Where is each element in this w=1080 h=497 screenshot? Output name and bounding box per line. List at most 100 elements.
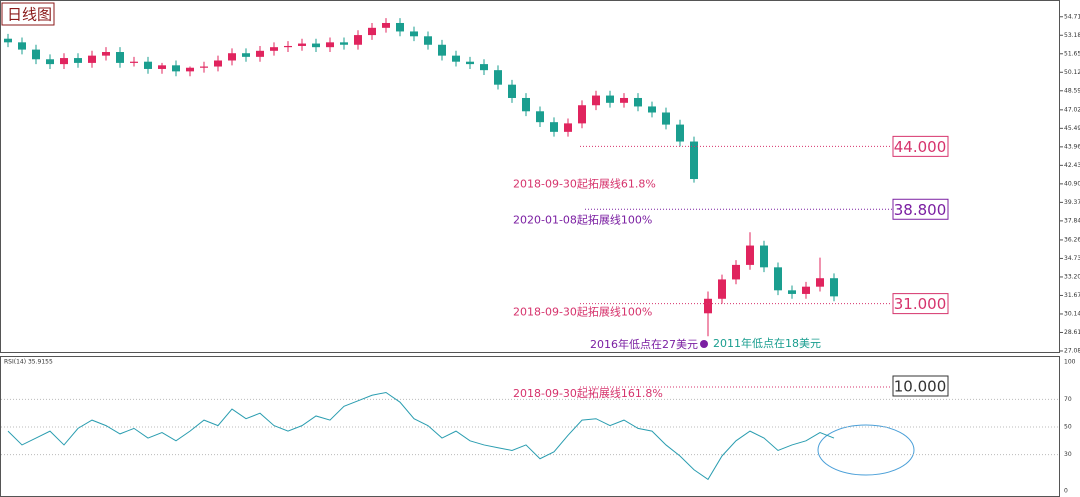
candle-body (648, 106, 656, 113)
level-label: 38.800 (894, 201, 947, 219)
candle-body (228, 53, 236, 61)
y-tick-label: 37.840 (1064, 217, 1080, 224)
y-tick-label: 33.205 (1064, 273, 1080, 280)
candle-body (760, 245, 768, 268)
candle-body (312, 43, 320, 48)
candle-body (718, 279, 726, 299)
y-tick-label: 54.715 (1064, 13, 1080, 20)
y-tick-label: 51.655 (1064, 50, 1080, 57)
candle-body (88, 55, 96, 63)
rsi-note-text: 2018-09-30起拓展线161.8% (513, 386, 663, 400)
rsi-note-box (892, 375, 949, 397)
y-tick-label: 48.595 (1064, 87, 1080, 94)
candle-body (102, 52, 110, 56)
candle-body (74, 58, 82, 63)
y-tick-label: 47.020 (1064, 106, 1080, 113)
price-panel (0, 0, 1060, 353)
candle-body (830, 278, 838, 297)
level-text: 2018-09-30起拓展线100% (513, 305, 652, 319)
level-label: 44.000 (894, 138, 947, 156)
candle-body (18, 42, 26, 50)
candle-body (564, 123, 572, 132)
candle-body (788, 290, 796, 294)
candle-body (732, 264, 740, 280)
y-tick-label: 30 (1064, 451, 1072, 458)
y-tick-label: 36.265 (1064, 236, 1080, 243)
candle-body (690, 141, 698, 180)
y-tick-label: 50 (1064, 424, 1072, 431)
y-tick-label: 30.145 (1064, 310, 1080, 317)
candle-body (172, 65, 180, 72)
candle-body (340, 42, 348, 45)
candle-body (452, 55, 460, 62)
y-tick-label: 40.900 (1064, 180, 1080, 187)
y-tick-label: 50.125 (1064, 69, 1080, 76)
y-tick-label: 43.960 (1064, 143, 1080, 150)
candle-body (494, 70, 502, 85)
level-text: 2020-01-08起拓展线100% (513, 212, 652, 226)
candle-body (606, 95, 614, 103)
candle-body (410, 31, 418, 37)
candle-body (802, 286, 810, 294)
candle-body (550, 122, 558, 132)
candle-body (774, 267, 782, 291)
candle-body (746, 245, 754, 265)
candle-body (158, 65, 166, 69)
level-box (892, 293, 949, 315)
y-tick-label: 45.490 (1064, 125, 1080, 132)
candle-body (284, 45, 292, 48)
candle-body (46, 59, 54, 65)
candle-body (676, 124, 684, 142)
y-tick-label: 39.370 (1064, 199, 1080, 206)
candle-body (536, 111, 544, 123)
y-tick-label: 42.430 (1064, 162, 1080, 169)
candle-body (704, 298, 712, 314)
level-box (892, 135, 949, 157)
y-tick-label: 53.185 (1064, 32, 1080, 39)
candle-body (298, 43, 306, 46)
candle-body (522, 97, 530, 112)
candle-body (270, 47, 278, 51)
candle-body (508, 84, 516, 98)
note: 2016年低点在27美元 (590, 337, 698, 351)
y-tick-label: 27.085 (1064, 347, 1080, 354)
candle-body (634, 97, 642, 107)
candle-body (354, 35, 362, 45)
candle-body (382, 22, 390, 28)
candle-body (116, 52, 124, 63)
candle-body (130, 61, 138, 63)
candle-body (4, 38, 12, 43)
y-tick-label: 34.735 (1064, 255, 1080, 262)
low-dot (700, 340, 708, 348)
level-text: 2018-09-30起拓展线61.8% (513, 176, 656, 190)
candle-body (620, 97, 628, 103)
candle-body (200, 66, 208, 68)
y-tick-label: 70 (1064, 396, 1072, 403)
rsi-title: RSI(14) 35.9155 (4, 359, 53, 366)
level-label: 31.000 (894, 295, 947, 313)
y-tick-label: 31.675 (1064, 292, 1080, 299)
candle-body (816, 278, 824, 287)
candle-body (32, 49, 40, 60)
candle-body (60, 58, 68, 65)
chart-title: 日线图 (7, 6, 52, 24)
candle-body (368, 27, 376, 36)
y-tick-label: 0 (1064, 488, 1068, 495)
candle-body (662, 112, 670, 125)
candle-body (424, 36, 432, 45)
candle-body (144, 61, 152, 69)
rsi-note-label: 10.000 (894, 378, 947, 396)
candle-body (578, 105, 586, 124)
candle-body (466, 61, 474, 65)
rsi-line (7, 391, 835, 481)
level-box (892, 198, 949, 220)
title-box (1, 2, 55, 26)
note: 2011年低点在18美元 (713, 336, 821, 350)
candle-body (592, 95, 600, 106)
candle-body (242, 53, 250, 57)
candle-body (396, 22, 404, 32)
y-tick-label: 100 (1064, 359, 1076, 366)
candle-body (256, 50, 264, 57)
candle-body (326, 42, 334, 48)
